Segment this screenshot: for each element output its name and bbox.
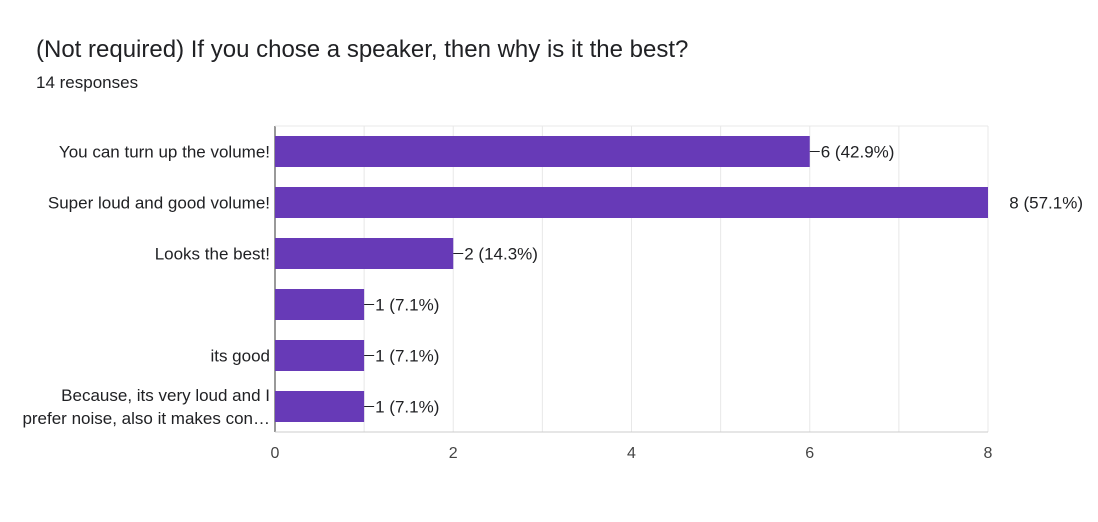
data-label: 2 (14.3%) xyxy=(464,245,538,264)
data-label: 1 (7.1%) xyxy=(375,296,439,315)
x-tick-label: 8 xyxy=(984,445,993,462)
data-label: 1 (7.1%) xyxy=(375,398,439,417)
category-label: its good xyxy=(210,347,270,366)
chart-title: (Not required) If you chose a speaker, t… xyxy=(36,36,689,63)
bar xyxy=(275,289,365,320)
response-count: 14 responses xyxy=(36,73,139,92)
category-label: Looks the best! xyxy=(155,245,270,264)
bar xyxy=(275,391,365,422)
x-tick-label: 0 xyxy=(271,445,280,462)
data-label: 6 (42.9%) xyxy=(821,143,895,162)
x-tick-label: 2 xyxy=(449,445,458,462)
bar xyxy=(275,187,988,218)
bar xyxy=(275,340,365,371)
bar xyxy=(275,136,810,167)
bar xyxy=(275,238,454,269)
data-label: 8 (57.1%) xyxy=(1009,194,1083,213)
category-label: Because, its very loud and I xyxy=(61,386,270,405)
category-label: prefer noise, also it makes con… xyxy=(22,409,270,428)
x-tick-label: 6 xyxy=(805,445,814,462)
category-label: Super loud and good volume! xyxy=(48,194,270,213)
x-tick-label: 4 xyxy=(627,445,636,462)
category-label: You can turn up the volume! xyxy=(59,143,270,162)
data-label: 1 (7.1%) xyxy=(375,347,439,366)
